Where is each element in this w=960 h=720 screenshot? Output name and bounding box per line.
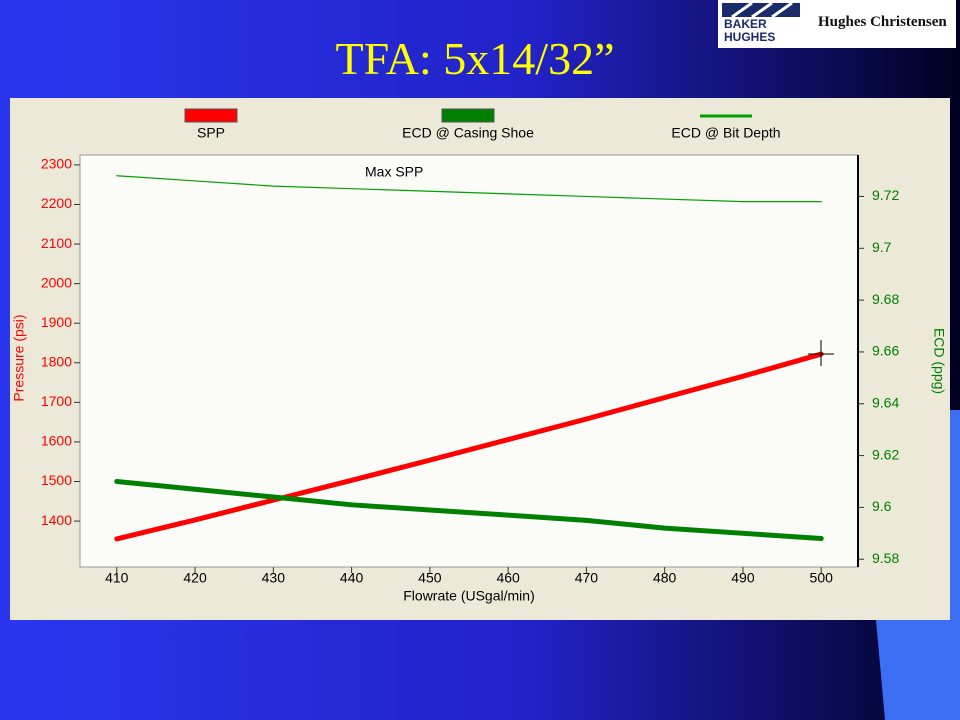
y-tick-label: 2200	[41, 195, 72, 211]
legend-label: ECD @ Bit Depth	[671, 125, 780, 141]
y-tick-label: 2300	[41, 156, 72, 172]
logo-mark	[722, 3, 800, 17]
x-tick-label: 410	[105, 570, 129, 586]
x-tick-label: 470	[575, 570, 599, 586]
x-tick-label: 430	[262, 570, 286, 586]
y2-tick-label: 9.6	[872, 498, 892, 514]
logo: BAKER HUGHES Hughes Christensen	[718, 0, 956, 48]
plot-area	[79, 154, 859, 568]
legend-label: ECD @ Casing Shoe	[402, 125, 534, 141]
y-tick-label: 1700	[41, 393, 72, 409]
slide-title: TFA: 5x14/32”	[335, 33, 615, 84]
series-line	[114, 351, 824, 542]
y2-tick-label: 9.72	[872, 187, 899, 203]
logo-brand: BAKER HUGHES	[724, 18, 800, 44]
y-tick-label: 1800	[41, 353, 72, 369]
y-tick-label: 1900	[41, 314, 72, 330]
y2-tick-label: 9.64	[872, 394, 899, 410]
y2-tick-label: 9.7	[872, 239, 892, 255]
legend-label: SPP	[197, 125, 225, 141]
cursor	[808, 340, 834, 366]
legend-swatch	[441, 108, 495, 123]
series-line	[114, 478, 824, 541]
y2-tick-label: 9.66	[872, 343, 899, 359]
y-axis-label: Pressure (psi)	[11, 314, 27, 401]
x-axis-label: Flowrate (USgal/min)	[403, 588, 534, 604]
x-tick-label: 480	[653, 570, 677, 586]
y2-axis-label: ECD (ppg)	[931, 328, 947, 394]
x-tick-label: 450	[418, 570, 442, 586]
logo-division: Hughes Christensen	[818, 14, 947, 30]
series-line	[116, 175, 822, 203]
y-tick-label: 1600	[41, 433, 72, 449]
y-tick-label: 2000	[41, 274, 72, 290]
annotation: Max SPP	[365, 164, 423, 180]
x-tick-label: 500	[810, 570, 834, 586]
legend-swatch	[184, 108, 238, 123]
y-tick-label: 2100	[41, 235, 72, 251]
y-tick-label: 1400	[41, 512, 72, 528]
y2-tick-label: 9.62	[872, 446, 899, 462]
x-tick-label: 490	[731, 570, 755, 586]
y-tick-label: 1500	[41, 472, 72, 488]
y2-tick-label: 9.58	[872, 550, 899, 566]
y2-tick-label: 9.68	[872, 291, 899, 307]
x-tick-label: 420	[183, 570, 207, 586]
logo-brand-line: HUGHES	[724, 30, 776, 44]
logo-brand-line: BAKER	[724, 17, 767, 31]
x-tick-label: 440	[340, 570, 364, 586]
x-tick-label: 460	[496, 570, 520, 586]
